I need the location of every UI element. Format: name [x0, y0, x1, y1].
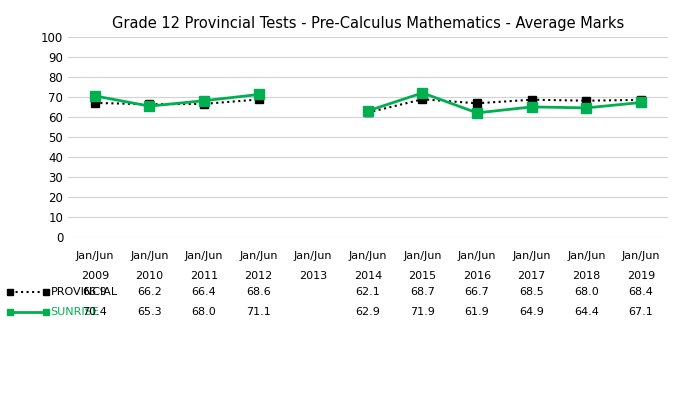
Text: 61.9: 61.9: [464, 307, 489, 317]
Text: 62.9: 62.9: [356, 307, 380, 317]
Text: Jan/Jun: Jan/Jun: [185, 251, 223, 261]
Text: 68.0: 68.0: [192, 307, 217, 317]
Text: 66.7: 66.7: [464, 287, 489, 297]
Text: 71.1: 71.1: [246, 307, 271, 317]
Text: Jan/Jun: Jan/Jun: [622, 251, 660, 261]
Text: 68.4: 68.4: [628, 287, 653, 297]
Text: 71.9: 71.9: [410, 307, 435, 317]
Text: 2009: 2009: [81, 271, 109, 282]
Text: 67.1: 67.1: [628, 307, 653, 317]
Text: Jan/Jun: Jan/Jun: [240, 251, 278, 261]
Text: 2013: 2013: [299, 271, 327, 282]
Text: SUNRISE: SUNRISE: [51, 307, 99, 317]
Text: 70.4: 70.4: [82, 307, 107, 317]
Text: Jan/Jun: Jan/Jun: [76, 251, 114, 261]
Text: 64.9: 64.9: [519, 307, 544, 317]
Text: Jan/Jun: Jan/Jun: [130, 251, 169, 261]
Text: 68.0: 68.0: [574, 287, 599, 297]
Text: 2018: 2018: [572, 271, 601, 282]
Text: 2015: 2015: [408, 271, 437, 282]
Text: Jan/Jun: Jan/Jun: [294, 251, 333, 261]
Text: 66.4: 66.4: [192, 287, 217, 297]
Text: 62.1: 62.1: [356, 287, 380, 297]
Text: 2011: 2011: [190, 271, 218, 282]
Text: 68.5: 68.5: [519, 287, 544, 297]
Text: 68.6: 68.6: [246, 287, 271, 297]
Text: 65.3: 65.3: [137, 307, 162, 317]
Text: 66.9: 66.9: [82, 287, 107, 297]
Text: 2010: 2010: [136, 271, 163, 282]
Text: 2016: 2016: [463, 271, 491, 282]
Text: Jan/Jun: Jan/Jun: [403, 251, 441, 261]
Text: 64.4: 64.4: [574, 307, 599, 317]
Text: Jan/Jun: Jan/Jun: [458, 251, 496, 261]
Text: PROVINCIAL: PROVINCIAL: [51, 287, 117, 297]
Text: 66.2: 66.2: [137, 287, 162, 297]
Text: 2012: 2012: [244, 271, 273, 282]
Text: 68.7: 68.7: [410, 287, 435, 297]
Text: Jan/Jun: Jan/Jun: [512, 251, 551, 261]
Text: Jan/Jun: Jan/Jun: [567, 251, 605, 261]
Text: 2017: 2017: [518, 271, 546, 282]
Text: Jan/Jun: Jan/Jun: [348, 251, 387, 261]
Title: Grade 12 Provincial Tests - Pre-Calculus Mathematics - Average Marks: Grade 12 Provincial Tests - Pre-Calculus…: [112, 16, 624, 31]
Text: 2019: 2019: [627, 271, 655, 282]
Text: 2014: 2014: [354, 271, 382, 282]
